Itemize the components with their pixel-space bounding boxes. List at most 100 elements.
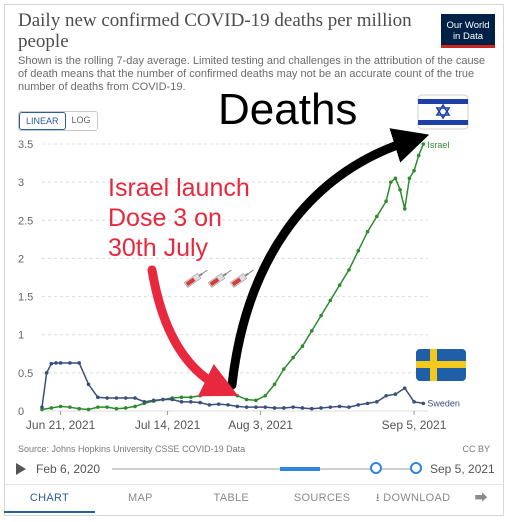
data-point-israel	[412, 168, 416, 173]
data-point-sweden	[337, 404, 342, 409]
x-tick-label: Jun 21, 2021	[26, 418, 96, 432]
data-point-israel	[375, 214, 379, 219]
chart-area: 0 0.5 1 1.5 2 2.5 3 3.5 Jun 21, 2021 Jul 14, 202…	[18, 85, 469, 432]
launch-annotation-line-2: Dose 3 on	[108, 204, 222, 232]
tab-chart[interactable]: CHART	[4, 485, 95, 513]
data-point-israel	[123, 406, 128, 410]
syringe-icons	[183, 269, 254, 288]
data-point-sweden	[412, 400, 416, 404]
data-point-sweden	[365, 401, 370, 406]
data-point-israel	[328, 298, 333, 303]
data-point-israel	[189, 395, 193, 400]
data-point-israel	[421, 142, 426, 146]
license-link[interactable]: CC BY	[462, 444, 490, 454]
syringe-icon-3	[229, 269, 254, 288]
x-axis-ticks: Jun 21, 2021 Jul 14, 2021 Aug 3, 2021 Sep 5…	[26, 411, 447, 432]
play-icon[interactable]	[16, 463, 26, 475]
data-point-sweden	[86, 382, 91, 387]
source-note: Source: Johns Hopkins University CSSE CO…	[18, 444, 246, 454]
timeline-start-date: Feb 6, 2020	[36, 462, 101, 476]
data-point-sweden	[254, 405, 258, 409]
data-point-israel	[105, 405, 109, 409]
series-layer: Israel Sweden	[40, 140, 460, 412]
chart-frame	[4, 4, 504, 516]
data-point-israel	[365, 229, 370, 234]
data-point-israel	[291, 355, 295, 360]
y-tick-label: 1	[18, 330, 24, 342]
data-point-sweden	[198, 400, 202, 405]
chart-subtitle: Shown is the rolling 7-day average. Limi…	[18, 55, 486, 93]
launch-annotation-line-1: Israel launch	[108, 174, 250, 202]
data-point-israel	[96, 405, 100, 409]
data-point-sweden	[300, 406, 305, 410]
data-point-sweden	[189, 400, 193, 404]
data-point-sweden	[40, 405, 44, 409]
data-point-israel	[388, 180, 393, 184]
x-tick-label: Jul 14, 2021	[135, 418, 201, 432]
timeline-track[interactable]	[112, 468, 422, 470]
data-point-sweden	[151, 398, 156, 403]
launch-annotation-line-3: 30th July	[108, 234, 209, 262]
syringe-icon-1	[183, 269, 208, 288]
syringe-icon-2	[207, 269, 232, 288]
y-tick-label: 3.5	[18, 139, 33, 151]
data-point-israel	[398, 187, 402, 192]
data-point-sweden	[235, 404, 240, 409]
data-point-israel	[384, 199, 388, 204]
data-point-sweden	[272, 406, 277, 410]
data-point-sweden	[263, 405, 268, 409]
tab-download[interactable]: ⭳ DOWNLOAD	[368, 485, 459, 513]
data-point-israel	[77, 406, 82, 411]
share-icon[interactable]: ⮕	[474, 490, 488, 505]
logo-line-1: Our World	[446, 20, 490, 31]
tab-map[interactable]: MAP	[127, 492, 153, 504]
tab-sources[interactable]: SOURCES	[293, 492, 351, 504]
data-point-israel	[235, 393, 240, 398]
data-point-sweden	[170, 397, 175, 402]
data-point-israel	[282, 367, 286, 371]
data-point-sweden	[96, 395, 100, 400]
linear-scale-button[interactable]: LINEAR	[19, 112, 66, 130]
data-point-sweden	[375, 400, 379, 404]
timeline-start-handle[interactable]	[370, 462, 382, 474]
series-label-sweden: Sweden	[427, 398, 460, 408]
x-tick-label: Aug 3, 2021	[228, 418, 293, 432]
chart-title: Daily new confirmed COVID-19 deaths per …	[18, 10, 412, 52]
y-tick-label: 0	[18, 406, 24, 418]
data-point-israel	[309, 329, 314, 333]
data-point-sweden	[105, 396, 109, 400]
data-point-israel	[272, 382, 277, 387]
data-point-sweden	[226, 403, 230, 407]
data-point-sweden	[114, 396, 119, 400]
data-point-israel	[133, 404, 137, 409]
sweden-flag-icon	[416, 349, 466, 381]
timeline-end-date: Sep 5, 2021	[430, 462, 495, 476]
timeline-end-handle[interactable]	[410, 462, 422, 474]
tab-table[interactable]: TABLE	[213, 492, 250, 504]
data-point-israel	[198, 393, 202, 398]
data-point-israel	[407, 176, 412, 181]
data-point-sweden	[309, 406, 314, 411]
data-point-israel	[179, 395, 184, 400]
owid-logo[interactable]: Our World in Data	[441, 14, 495, 48]
y-tick-label: 2	[18, 253, 24, 265]
data-point-israel	[337, 283, 342, 287]
data-point-sweden	[356, 403, 361, 407]
data-point-israel	[114, 406, 119, 411]
data-point-sweden	[291, 405, 295, 409]
chart-tabs: CHART MAP TABLE SOURCES ⭳ DOWNLOAD ⮕	[4, 484, 504, 513]
y-axis-ticks: 0 0.5 1 1.5 2 2.5 3 3.5	[18, 139, 33, 418]
y-tick-label: 3	[18, 177, 24, 189]
data-point-israel	[207, 392, 212, 397]
data-point-sweden	[319, 406, 323, 410]
data-point-israel	[319, 313, 323, 318]
data-point-sweden	[68, 361, 72, 365]
y-tick-label: 2.5	[18, 215, 33, 227]
tab-download-label: DOWNLOAD	[383, 492, 451, 504]
data-point-israel	[263, 393, 268, 398]
log-scale-button[interactable]: LOG	[65, 112, 97, 130]
data-point-sweden	[49, 361, 54, 366]
data-point-israel	[226, 390, 230, 395]
data-point-israel	[356, 249, 361, 253]
black-arrow	[227, 128, 430, 390]
